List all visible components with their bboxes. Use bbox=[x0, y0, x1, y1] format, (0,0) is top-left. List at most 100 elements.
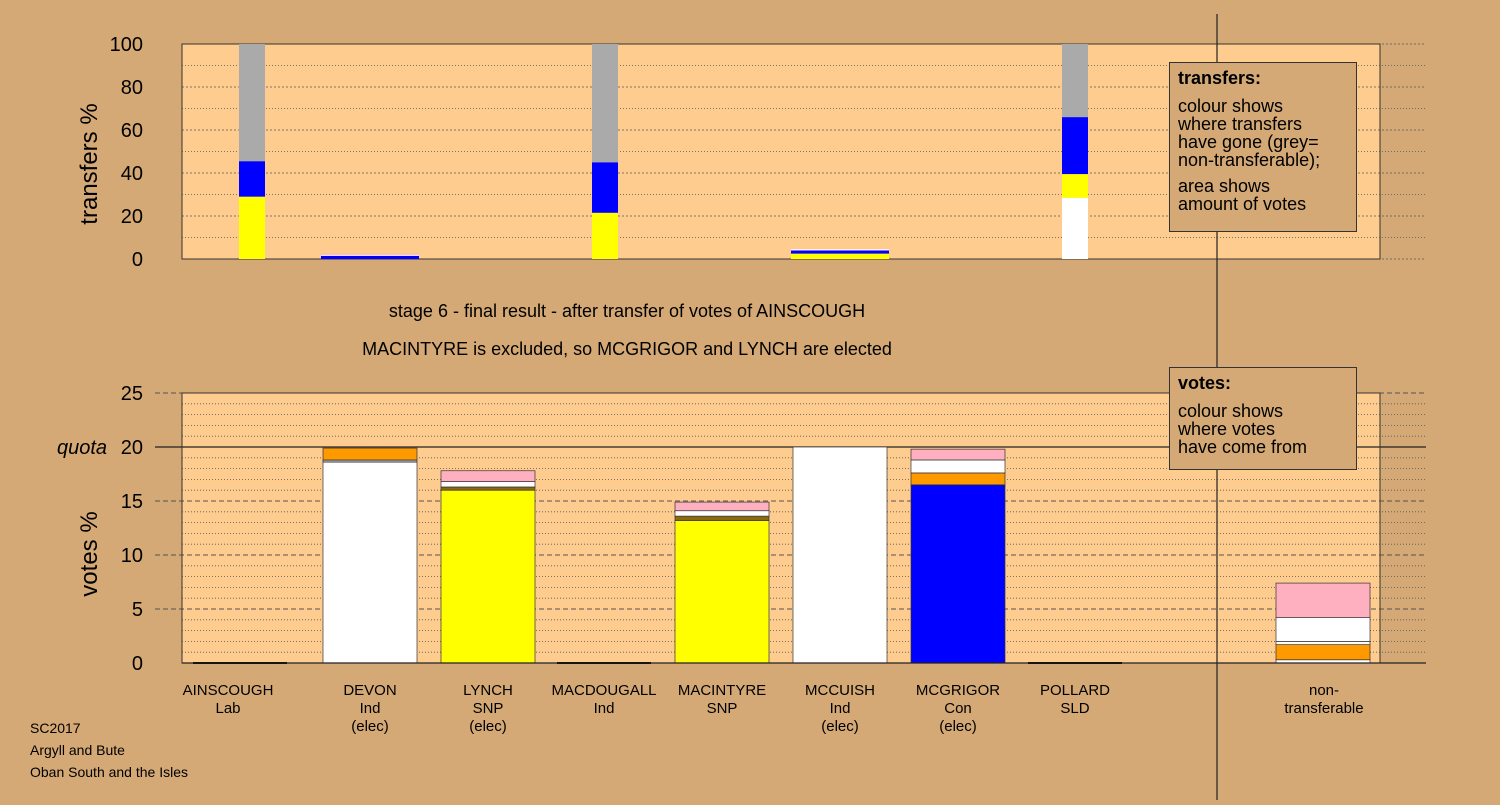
votes-legend-line: colour shows bbox=[1178, 401, 1284, 421]
candidate-name: MCGRIGOR bbox=[915, 682, 1001, 699]
candidate-name: DEVON bbox=[343, 682, 397, 699]
votes-tick-label: 25 bbox=[121, 383, 143, 405]
votes-legend-title: votes: bbox=[1178, 373, 1232, 393]
transfers-tick-label: 0 bbox=[132, 249, 143, 271]
votes-bar-segment bbox=[910, 484, 1006, 664]
candidate-name: LYNCH bbox=[463, 682, 513, 699]
footer-year: SC2017 bbox=[30, 720, 81, 736]
candidate-label: MACINTYRE SNP bbox=[662, 682, 782, 718]
votes-bar-segment bbox=[910, 472, 1006, 486]
transfers-legend-line: have gone (grey= bbox=[1178, 132, 1319, 152]
candidate-label: LYNCH SNP (elec) bbox=[428, 682, 548, 736]
transfers-legend-line: where transfers bbox=[1178, 114, 1303, 134]
transfers-bar-segment bbox=[791, 250, 889, 254]
quota-label: quota bbox=[57, 437, 107, 459]
votes-legend-line: have come from bbox=[1178, 437, 1308, 457]
transfers-tick-label: 60 bbox=[121, 120, 143, 142]
candidate-label: MCCUISH Ind (elec) bbox=[780, 682, 900, 736]
transfers-bar-segment bbox=[321, 253, 419, 255]
transfers-bar-segment bbox=[1062, 44, 1088, 118]
transfers-bar-segment bbox=[239, 44, 265, 162]
votes-bar-segment bbox=[674, 501, 770, 512]
votes-bar-segment bbox=[674, 510, 770, 517]
candidate-name: MACDOUGALL bbox=[551, 682, 657, 699]
footer-council: Argyll and Bute bbox=[30, 742, 125, 758]
subtitle-line1: stage 6 - final result - after transfer … bbox=[388, 301, 866, 321]
transfers-bar-segment bbox=[321, 254, 419, 256]
candidate-party: Ind bbox=[359, 700, 381, 717]
candidate-status: (elec) bbox=[351, 718, 389, 735]
votes-axis-title: votes % bbox=[76, 511, 103, 597]
transfers-bar-segment bbox=[239, 196, 265, 259]
candidate-status: (elec) bbox=[939, 718, 977, 735]
votes-legend-line: where votes bbox=[1178, 419, 1276, 439]
transfers-axis-title: transfers % bbox=[76, 103, 103, 225]
transfers-legend-title: transfers: bbox=[1178, 68, 1262, 88]
candidate-name: MACINTYRE bbox=[677, 682, 767, 699]
transfers-bar-segment bbox=[1062, 197, 1088, 259]
nontransferable-label: non- transferable bbox=[1264, 682, 1384, 718]
transfers-bar-segment bbox=[1062, 174, 1088, 198]
transfers-bar-segment bbox=[1062, 117, 1088, 175]
candidate-label: MACDOUGALL Ind bbox=[544, 682, 664, 718]
transfers-legend-line: area shows bbox=[1178, 176, 1271, 196]
candidate-label: POLLARD SLD bbox=[1015, 682, 1135, 718]
nontransferable-label-line2: transferable bbox=[1284, 700, 1364, 717]
votes-bar-segment bbox=[674, 515, 770, 521]
votes-bar-segment bbox=[910, 448, 1006, 461]
transfers-legend-line: amount of votes bbox=[1178, 194, 1307, 214]
transfers-bar-segment bbox=[592, 162, 618, 213]
votes-bar-segment bbox=[440, 489, 536, 664]
candidate-label: AINSCOUGH Lab bbox=[168, 682, 288, 718]
votes-bar-segment bbox=[440, 470, 536, 482]
votes-bar-segment bbox=[440, 481, 536, 488]
candidate-name: AINSCOUGH bbox=[182, 682, 274, 699]
candidate-name: POLLARD bbox=[1039, 682, 1111, 699]
transfers-plot-frame bbox=[181, 43, 1381, 260]
candidate-party: SNP bbox=[472, 700, 504, 717]
votes-tick-label: 0 bbox=[132, 653, 143, 675]
transfers-tick-label: 20 bbox=[121, 206, 143, 228]
votes-bar-segment bbox=[1275, 644, 1371, 661]
candidate-party: SLD bbox=[1060, 700, 1090, 717]
footer-ward: Oban South and the Isles bbox=[30, 764, 188, 780]
votes-tick-label: 20 bbox=[121, 437, 143, 459]
transfers-bar-segment bbox=[791, 249, 889, 251]
transfers-tick-label: 80 bbox=[121, 77, 143, 99]
votes-bar-segment bbox=[1275, 641, 1371, 645]
candidate-party: SNP bbox=[706, 700, 738, 717]
votes-bar-segment bbox=[792, 446, 888, 664]
votes-tick-label: 5 bbox=[132, 599, 143, 621]
transfers-legend-line: non-transferable); bbox=[1178, 150, 1321, 170]
transfers-bar-segment bbox=[321, 255, 419, 259]
votes-bar-segment bbox=[674, 520, 770, 664]
transfers-tick-label: 40 bbox=[121, 163, 143, 185]
transfers-bar-segment bbox=[592, 212, 618, 259]
candidate-label: MCGRIGOR Con (elec) bbox=[898, 682, 1018, 736]
votes-bar-segment bbox=[1275, 617, 1371, 642]
transfers-legend: transfers: colour shows where transfers … bbox=[1169, 62, 1357, 232]
candidate-party: Ind bbox=[593, 700, 615, 717]
candidate-name: MCCUISH bbox=[805, 682, 875, 699]
transfers-bar-segment bbox=[791, 253, 889, 259]
transfers-legend-line: colour shows bbox=[1178, 96, 1284, 116]
subtitle-line2: MACINTYRE is excluded, so MCGRIGOR and L… bbox=[362, 339, 892, 359]
votes-tick-label: 15 bbox=[121, 491, 143, 513]
votes-bar-segment bbox=[910, 459, 1006, 474]
votes-bar-segment bbox=[1275, 582, 1371, 618]
candidate-party: Lab bbox=[215, 700, 241, 717]
candidate-party: Con bbox=[944, 700, 972, 717]
candidate-label: DEVON Ind (elec) bbox=[310, 682, 430, 736]
transfers-tick-label: 100 bbox=[110, 34, 143, 56]
transfers-bar-segment bbox=[239, 161, 265, 197]
candidate-party: Ind bbox=[829, 700, 851, 717]
candidate-status: (elec) bbox=[469, 718, 507, 735]
votes-legend: votes: colour shows where votes have com… bbox=[1169, 367, 1357, 470]
nontransferable-label-line1: non- bbox=[1308, 682, 1340, 699]
votes-tick-label: 10 bbox=[121, 545, 143, 567]
votes-bar-segment bbox=[322, 447, 418, 461]
candidate-status: (elec) bbox=[821, 718, 859, 735]
votes-bar-segment bbox=[440, 486, 536, 491]
transfers-bar-segment bbox=[592, 44, 618, 163]
